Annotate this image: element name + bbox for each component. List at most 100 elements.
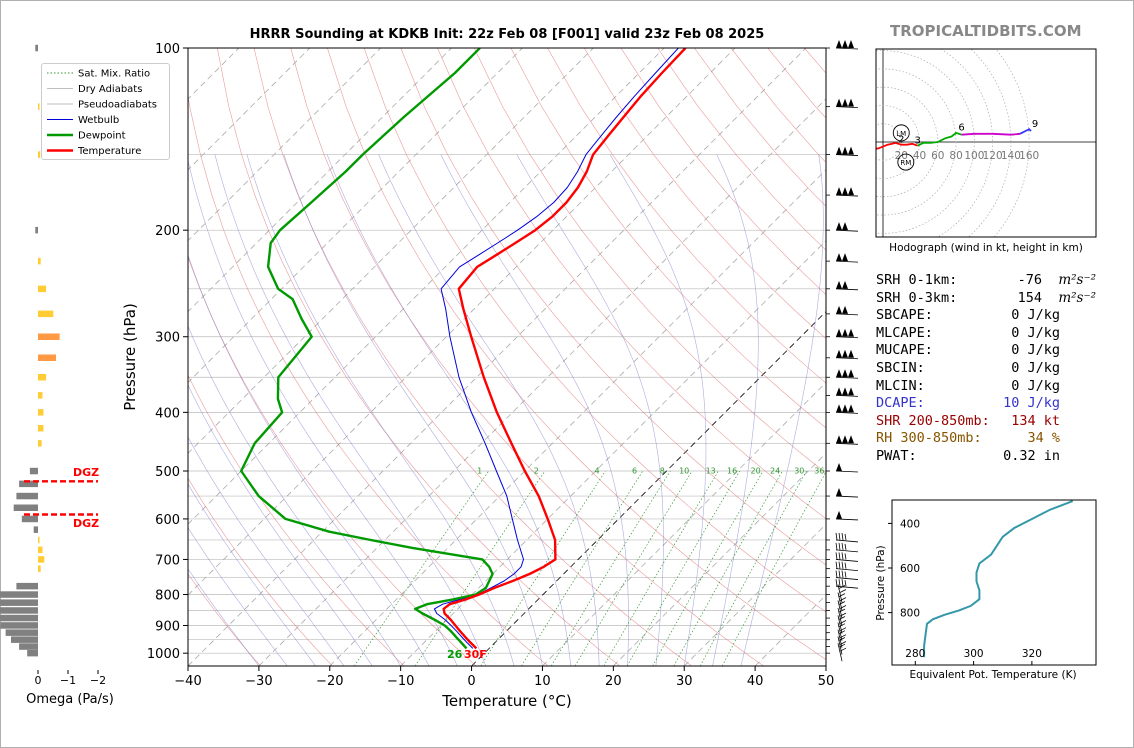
wind-barb-icon	[835, 146, 859, 156]
omega-bar	[0, 607, 38, 614]
mixing-ratio-label: 36	[814, 467, 824, 476]
omega-bar	[5, 629, 39, 636]
watermark: TROPICALTIDBITS.COM	[890, 22, 1082, 40]
surface-temperature-label: 30F	[464, 648, 487, 661]
x-tick-label: 0	[467, 674, 475, 689]
storm-motion-label: LM	[896, 130, 906, 138]
wind-barb-icon	[835, 435, 859, 445]
wind-barb-icon	[835, 280, 859, 291]
wind-barb-icon	[835, 463, 859, 473]
y-tick-label: 800	[155, 589, 180, 604]
mixing-ratio-label: 20	[751, 467, 761, 476]
wind-barb-icon	[835, 40, 859, 50]
legend-entry: Wetbulb	[78, 115, 119, 126]
omega-bar	[0, 591, 39, 598]
parameter-value: 0 J/kg	[1011, 359, 1060, 376]
parameter-row: RH 300-850mb: 34 %	[876, 430, 1106, 448]
omega-bar	[13, 504, 38, 511]
mixing-ratio-label: 13	[706, 467, 716, 476]
mixing-ratio-label: 2	[534, 467, 539, 476]
y-tick-label: 500	[155, 465, 180, 480]
omega-bar	[0, 614, 39, 622]
parameter-label: MLCAPE:	[876, 324, 933, 341]
wind-barb-icon	[835, 98, 859, 109]
parameter-row: MUCAPE: 0 J/kg	[876, 342, 1106, 360]
wind-barb-icon	[835, 510, 859, 521]
parameter-label: PWAT:	[876, 447, 917, 464]
wind-barb-icon	[837, 592, 847, 611]
theta-e-frame	[891, 499, 1097, 666]
legend-entry: Dry Adiabats	[78, 84, 142, 95]
x-tick-label: −40	[174, 674, 201, 689]
parameter-row: MLCIN: 0 J/kg	[876, 378, 1106, 396]
omega-bar	[38, 333, 60, 340]
skew-t-frame	[187, 47, 827, 667]
mixing-ratio-label: 8	[660, 467, 665, 476]
omega-bar	[38, 425, 44, 432]
wind-barb-icon	[835, 542, 859, 553]
y-tick-label: 600	[155, 513, 180, 528]
x-tick-label: 40	[747, 674, 764, 689]
parameter-row: SHR 200-850mb: 134 kt	[876, 413, 1106, 431]
x-axis-label: Temperature (°C)	[441, 692, 571, 710]
omega-bar	[38, 409, 44, 416]
surface-dewpoint-label: 26	[447, 648, 463, 661]
theta-e-x-tick-label: 320	[1022, 648, 1042, 660]
hodograph-height-label: 1	[863, 136, 869, 147]
theta-e-y-label: Pressure (hPa)	[875, 545, 887, 620]
series-temperature	[442, 48, 687, 650]
omega-tick-label: 0	[35, 674, 42, 687]
omega-tick-label: −1	[60, 674, 76, 687]
omega-bar	[38, 285, 47, 293]
theta-e-panel: 280 300 320 400 600 800 Equivalent Pot. Tempe…	[875, 499, 1097, 681]
parameter-row: MLCAPE: 0 J/kg	[876, 325, 1106, 343]
parameter-value: 0 J/kg	[1011, 324, 1060, 341]
parameter-value: 0 J/kg	[1011, 307, 1060, 324]
wind-barb-icon	[835, 552, 859, 562]
parameter-value: 0 J/kg	[1011, 342, 1060, 359]
omega-bar	[38, 392, 43, 399]
chart-title: HRRR Sounding at KDKB Init: 22z Feb 08 […	[249, 27, 765, 42]
omega-bar	[38, 536, 40, 544]
omega-bar	[33, 526, 38, 533]
x-tick-label: −20	[316, 674, 343, 689]
y-tick-label: 200	[155, 224, 180, 239]
omega-bar	[35, 226, 38, 234]
hodograph-height-label: 9	[1032, 119, 1038, 130]
parameter-value: 154 m²s⁻²	[1017, 289, 1096, 306]
wind-barb-icon	[835, 328, 859, 339]
omega-bar	[38, 257, 41, 265]
wind-barb-icon	[835, 369, 859, 379]
wind-barb-icon	[835, 253, 859, 263]
omega-bar	[0, 599, 39, 606]
mixing-ratio-label: 24	[770, 467, 780, 476]
legend: Sat. Mix. Ratio Dry Adiabats Pseudoadiabat…	[41, 63, 170, 160]
hodograph-ring-label: 140	[1001, 150, 1021, 162]
parameter-value: 0 J/kg	[1011, 377, 1060, 394]
y-tick-label: 900	[155, 619, 180, 634]
mixing-ratio-label: 4	[595, 467, 600, 476]
hodograph-trace	[961, 132, 1021, 136]
parameter-value: 10 J/kg	[1003, 395, 1060, 412]
parameter-row: SBCAPE: 0 J/kg	[876, 307, 1106, 325]
x-tick-label: 30	[676, 674, 693, 689]
series-dewpoint	[240, 48, 494, 650]
parameter-label: SHR 200-850mb:	[876, 412, 990, 429]
series-wetbulb	[433, 48, 679, 649]
parameter-row: SRH 0-1km: -76 m²s⁻²	[876, 272, 1106, 290]
omega-bar	[38, 103, 40, 110]
omega-bar	[11, 636, 38, 643]
wind-barb-icon	[835, 349, 859, 360]
legend-entry: Sat. Mix. Ratio	[78, 69, 150, 80]
parameter-row: PWAT: 0.32 in	[876, 448, 1106, 466]
theta-e-x-tick-label: 280	[905, 648, 925, 660]
omega-tick-label: −2	[90, 674, 106, 687]
theta-e-x-tick-label: 300	[964, 648, 984, 660]
omega-bar	[38, 440, 42, 447]
hodograph-trace	[917, 131, 962, 147]
y-tick-label: 1000	[147, 647, 180, 662]
x-tick-label: 20	[605, 674, 622, 689]
parameter-label: MLCIN:	[876, 377, 925, 394]
